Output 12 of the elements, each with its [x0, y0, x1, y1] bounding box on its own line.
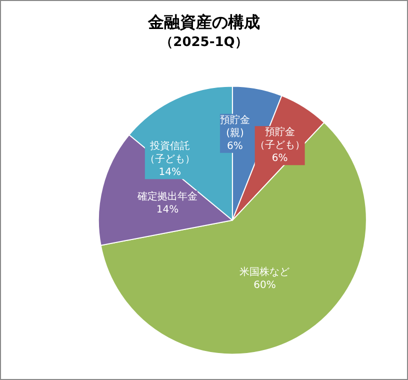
slice-label: 預貯金(親)	[220, 114, 250, 139]
slice-label: 預貯金（子ども）	[254, 126, 305, 152]
chart-subtitle: （2025-1Q）	[160, 35, 248, 50]
slice-label: 確定拠出年金	[136, 190, 198, 203]
data-label: 6%	[272, 153, 288, 164]
chart-title: 金融資産の構成	[147, 12, 260, 32]
slice-label: 投資信託（子ども）	[144, 140, 195, 166]
data-label: 6%	[227, 140, 243, 152]
slice-label: 米国株など	[240, 266, 290, 278]
data-label: 14%	[158, 167, 182, 178]
data-label: 14%	[156, 204, 179, 216]
data-label: 60%	[254, 280, 276, 291]
